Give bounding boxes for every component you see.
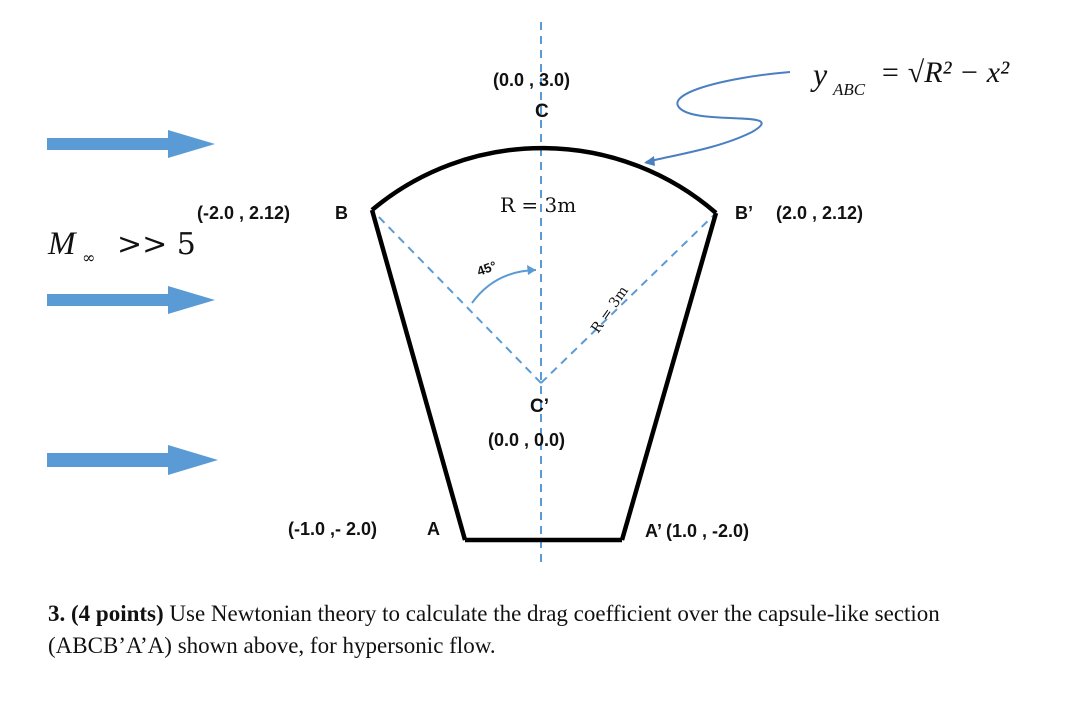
point-c-coordinates: (0.0 , 3.0) [493,70,570,90]
equation-pointer-arrowhead [644,156,655,166]
nose-arc [370,145,718,215]
arc-equation: y ABC = √R² − x² [810,56,1010,99]
mach-label: M ∞ >> 5 [47,226,196,267]
radius-label-center: R = 3m [500,193,576,217]
point-a-prime-label: A’ (1.0 , -2.0) [645,521,749,541]
flow-arrow-icon [47,130,215,158]
mach-m: M [47,226,77,262]
problem-body: Use Newtonian theory to calculate the dr… [48,601,940,658]
point-b-coordinates: (-2.0 , 2.12) [197,203,290,223]
point-b-label: B [335,203,348,223]
mach-relation: >> 5 [117,227,196,262]
freestream-arrows [47,130,218,475]
equation-rhs: = √R² − x² [880,56,1010,89]
mach-subscript: ∞ [82,248,95,267]
problem-number: 3. [48,601,66,626]
point-b-prime-coordinates: (2.0 , 2.12) [776,203,863,223]
point-c-label: C [535,101,549,122]
capsule-outline [369,145,719,543]
flow-arrow-icon [47,286,215,314]
angle-label: 45° [475,258,499,279]
point-c-prime-coordinates: (0.0 , 0.0) [488,430,565,450]
equation-subscript: ABC [832,80,866,99]
side-right [619,212,719,541]
flow-arrow-icon [47,445,218,475]
radius-label-slant: R = 3m [588,283,632,336]
problem-statement: 3. (4 points) Use Newtonian theory to ca… [48,598,1038,662]
problem-points: (4 points) [71,601,164,626]
equation-y: y [810,56,828,92]
point-b-prime-label: B’ [735,203,753,223]
equation-pointer [645,71,791,163]
point-a-label: A [427,519,440,539]
radius-line-right [540,212,717,384]
point-a-coordinates: (-1.0 ,- 2.0) [288,519,377,539]
radius-line-left [371,209,542,384]
side-left [369,209,468,541]
point-c-prime-label: C’ [530,396,549,417]
angle-arc-arrowhead [527,265,536,275]
